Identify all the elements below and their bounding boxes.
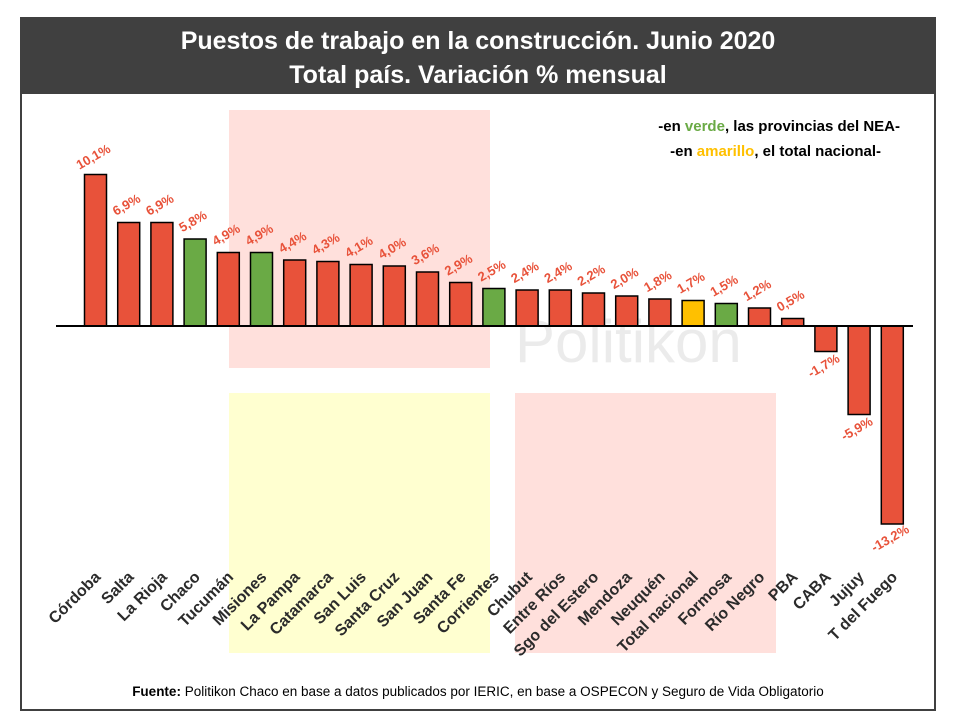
bar-5: [249, 251, 274, 327]
highlight-box-bottom-left: [229, 393, 490, 653]
bars-group: [83, 173, 905, 525]
bar-16: [614, 295, 639, 327]
legend-line-1: -en verde, las provincias del NEA-: [658, 118, 900, 135]
value-label-1: 6,9%: [110, 190, 144, 218]
value-label-3: 5,8%: [176, 207, 210, 235]
legend-line-1-prefix: -en: [658, 118, 685, 135]
bar-7: [316, 260, 340, 327]
bar-20: [747, 307, 772, 327]
bar-8: [349, 263, 373, 327]
legend-green-word: verde: [685, 118, 725, 135]
bar-19: [714, 302, 739, 327]
bar-12: [482, 287, 506, 327]
bar-1: [116, 221, 141, 327]
value-label-22: -1,7%: [805, 350, 842, 380]
bar-10: [415, 271, 440, 327]
bar-18: [681, 299, 705, 327]
chart-title: Puestos de trabajo en la construcción. J…: [180, 27, 776, 55]
value-label-20: 1,2%: [741, 276, 775, 304]
value-label-23: -5,9%: [838, 413, 875, 443]
bar-2: [150, 221, 174, 327]
value-label-18: 1,7%: [674, 268, 708, 296]
value-label-19: 1,5%: [707, 271, 741, 299]
category-label-22: CABA: [790, 568, 835, 613]
bar-9: [382, 265, 407, 327]
bar-15: [581, 292, 606, 327]
bar-6: [282, 259, 307, 327]
bar-4: [216, 251, 241, 327]
bar-21: [780, 317, 805, 327]
value-label-17: 1,8%: [641, 267, 675, 295]
chart-header: Puestos de trabajo en la construcción. J…: [22, 19, 934, 94]
bar-3: [183, 238, 207, 327]
legend-line-1-suffix: , las provincias del NEA-: [725, 118, 900, 135]
source-text: Politikon Chaco en base a datos publicad…: [180, 684, 824, 699]
legend-line-2: -en amarillo, el total nacional-: [670, 143, 881, 160]
value-label-2: 6,9%: [143, 190, 177, 218]
value-label-14: 2,4%: [541, 258, 575, 286]
legend-line-2-prefix: -en: [670, 143, 697, 160]
value-label-24: -13,2%: [868, 521, 912, 555]
bar-13: [515, 289, 539, 327]
value-labels: 10,1%6,9% 6,9%5,8% 4,9% 4,9% 4,4% 4,3% 4,1% 4,0…: [74, 141, 912, 555]
highlight-box-bottom-right: [515, 393, 776, 653]
source-note: Fuente: Politikon Chaco en base a datos …: [22, 684, 934, 699]
value-label-16: 2,0%: [608, 264, 642, 292]
bar-14: [548, 289, 573, 327]
bar-22: [814, 325, 838, 353]
bar-24: [880, 325, 905, 525]
legend-yellow-word: amarillo: [697, 143, 755, 160]
bar-11: [448, 281, 473, 327]
value-label-15: 2,2%: [575, 261, 609, 289]
value-label-0: 10,1%: [74, 141, 114, 173]
bar-0: [83, 173, 108, 327]
category-label-0: Córdoba: [46, 569, 105, 628]
bar-17: [648, 298, 672, 327]
source-label: Fuente:: [132, 684, 181, 699]
legend-line-2-suffix: , el total nacional-: [754, 143, 881, 160]
value-label-21: 0,5%: [774, 286, 808, 314]
chart-subtitle: Total país. Variación % mensual: [289, 61, 667, 89]
bar-23: [847, 325, 871, 416]
value-label-13: 2,4%: [508, 258, 542, 286]
